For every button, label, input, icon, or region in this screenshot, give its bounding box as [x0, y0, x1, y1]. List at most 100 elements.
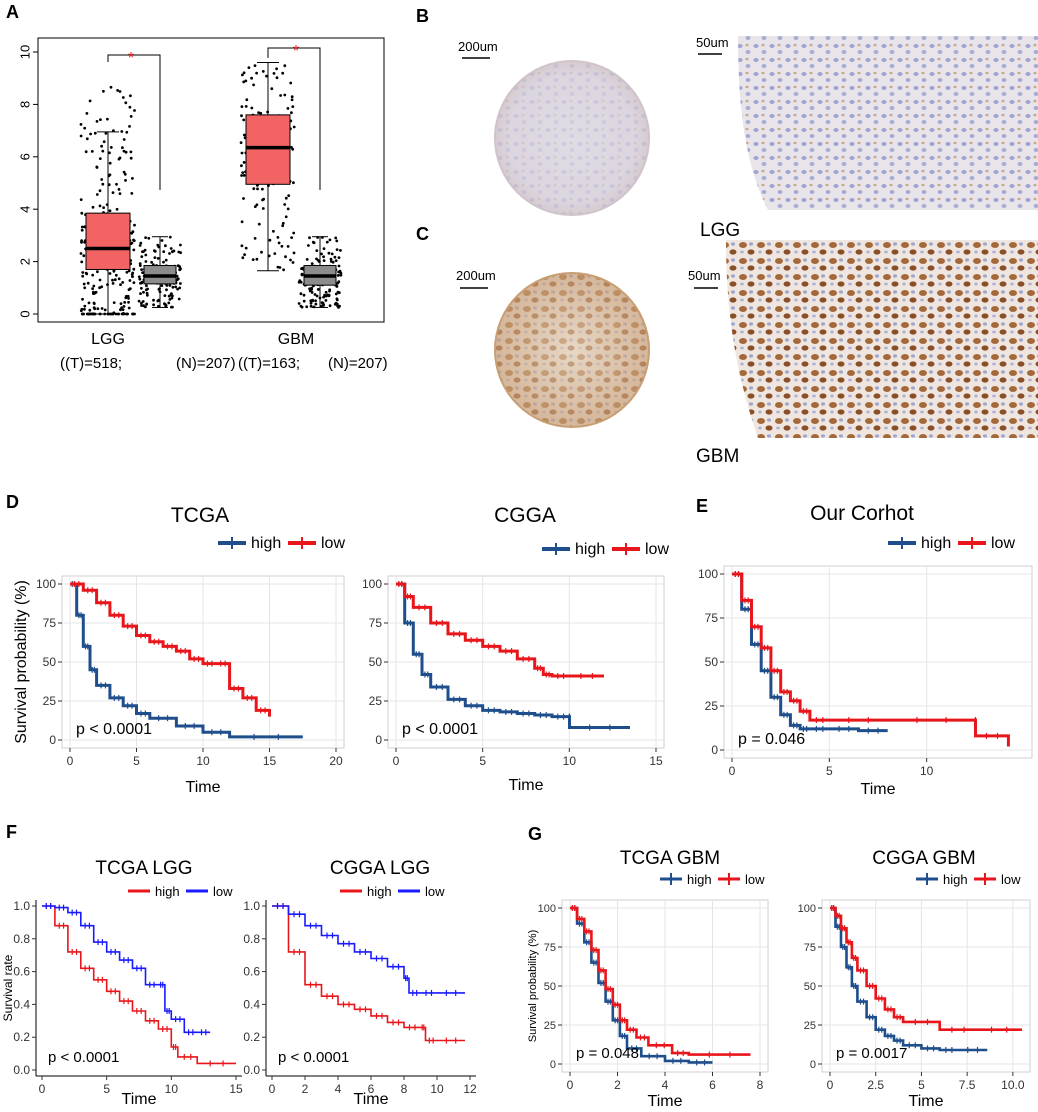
jitter-point: [283, 203, 287, 206]
x-tick-label: 0: [729, 764, 736, 778]
jitter-point: [133, 109, 136, 112]
y-tick-label: 100: [798, 903, 816, 915]
y-tick-label: 75: [705, 611, 719, 625]
jitter-point: [140, 286, 143, 290]
jitter-point: [138, 277, 142, 281]
jitter-point: [253, 205, 257, 209]
jitter-point: [117, 277, 121, 281]
jitter-point: [132, 281, 136, 284]
jitter-point: [92, 306, 96, 309]
jitter-point: [146, 287, 150, 291]
x-tick-label: 4: [662, 1078, 669, 1092]
jitter-point: [81, 297, 84, 301]
jitter-point: [252, 187, 256, 191]
jitter-point: [240, 174, 244, 177]
jitter-point: [98, 204, 102, 208]
jitter-point: [140, 280, 144, 284]
jitter-point: [125, 130, 129, 134]
jitter-point: [88, 308, 92, 312]
legend-label-low: low: [1001, 872, 1021, 887]
p-value-label: p < 0.0001: [278, 1049, 349, 1066]
jitter-point: [290, 98, 294, 102]
jitter-point: [240, 105, 244, 108]
jitter-point: [320, 252, 323, 256]
jitter-point: [244, 79, 248, 83]
jitter-point: [308, 236, 311, 240]
jitter-point: [153, 250, 157, 253]
jitter-point: [79, 134, 83, 138]
jitter-point: [140, 304, 143, 307]
jitter-point: [299, 280, 303, 284]
jitter-point: [339, 271, 343, 275]
jitter-point: [313, 293, 317, 296]
jitter-point: [336, 274, 340, 277]
panel-letter-g: G: [528, 824, 542, 844]
y-tick-label: 0.8: [243, 932, 260, 946]
y-tick-label: 50: [705, 655, 719, 669]
jitter-point: [91, 205, 95, 209]
jitter-point: [291, 261, 295, 264]
x-tick-label: 20: [329, 754, 343, 768]
jitter-point: [167, 301, 171, 305]
jitter-point: [127, 297, 130, 300]
km-plot-tcga: 0 25 50 75 100 0 5 10 15 20 p < 0.0001 TCGA Time Surv…: [13, 504, 345, 796]
scalebar-lgg-highmag-label: 50um: [696, 35, 729, 50]
x-tick-label: 8: [401, 1082, 408, 1096]
y-axis-label: Survival probability (%): [13, 580, 30, 744]
jitter-point: [93, 131, 97, 135]
jitter-point: [261, 187, 264, 191]
y-tick-label: 100: [538, 903, 556, 915]
chart-title: Our Corhot: [810, 502, 914, 525]
km-curve-high: [570, 906, 713, 1064]
jitter-point: [101, 182, 105, 186]
jitter-point: [260, 250, 263, 254]
jitter-point: [243, 133, 246, 137]
jitter-point: [114, 273, 118, 277]
jitter-point: [337, 256, 341, 259]
y-tick-label: 100: [698, 567, 718, 581]
x-tick-label: 2: [614, 1078, 621, 1092]
jitter-point: [125, 270, 129, 274]
jitter-point: [132, 267, 136, 271]
legend-label-high: high: [921, 535, 951, 552]
jitter-point: [242, 161, 246, 164]
jitter-point: [141, 271, 145, 274]
x-label-lgg: LGG: [91, 331, 125, 348]
x-tick-label: 0: [567, 1078, 574, 1092]
y-tick-label: 25: [544, 1020, 556, 1032]
jitter-point: [100, 307, 104, 310]
legend-label-high: high: [575, 541, 605, 558]
jitter-point: [325, 240, 329, 244]
jitter-point: [286, 107, 290, 110]
legend-label-high: high: [943, 872, 968, 887]
jitter-point: [83, 126, 87, 130]
jitter-point: [241, 256, 245, 260]
y-tick-label: 0: [375, 733, 382, 747]
y-tick-label: 0: [17, 310, 32, 317]
jitter-point: [302, 299, 306, 303]
jitter-point: [123, 301, 127, 304]
jitter-point: [165, 288, 168, 292]
jitter-point: [277, 241, 281, 245]
jitter-point: [241, 73, 244, 77]
jitter-point: [156, 257, 160, 260]
jitter-point: [324, 290, 328, 294]
jitter-point: [290, 95, 294, 99]
km-curve-low: [70, 582, 271, 717]
y-tick-label: 0.8: [13, 932, 30, 946]
y-tick-label: 50: [369, 655, 383, 669]
km-plot-our-cohort: 0 25 50 75 100 0 5 10 p = 0.046 Our Corhot Time hig…: [698, 502, 1033, 798]
jitter-point: [310, 291, 314, 294]
jitter-point: [178, 265, 182, 269]
jitter-point: [98, 157, 102, 161]
chart-title: CGGA: [494, 504, 556, 527]
jitter-point: [121, 281, 125, 284]
jitter-point: [275, 67, 278, 71]
jitter-point: [94, 290, 98, 294]
jitter-point: [81, 274, 85, 278]
jitter-point: [129, 115, 133, 118]
jitter-point: [150, 260, 154, 264]
jitter-point: [91, 273, 95, 277]
x-tick-label: 15: [229, 1082, 243, 1096]
jitter-point: [122, 170, 126, 174]
